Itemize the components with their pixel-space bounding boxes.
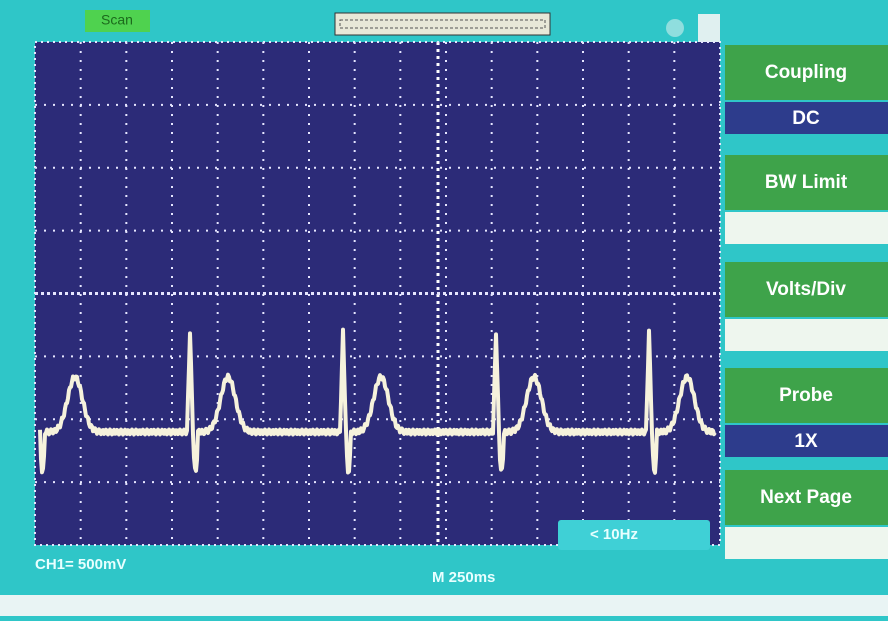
bottom-edge (0, 595, 888, 616)
trigger-text: < 10Hz (590, 526, 638, 543)
timebase-text: M 250ms (432, 569, 495, 586)
menu-value: 1X (794, 431, 818, 452)
menu-value: DC (792, 108, 820, 129)
mode-label: Scan (101, 12, 133, 28)
status-icon (698, 14, 720, 44)
menu-label: BW Limit (765, 172, 848, 193)
status-icon (666, 19, 684, 37)
page: Scan < 10Hz CH1= 500mV M 250ms Coupling D… (0, 0, 888, 616)
menu-value-box (725, 319, 888, 351)
menu-label: Coupling (765, 62, 847, 83)
menu-value-box (725, 527, 888, 559)
menu-label: Next Page (760, 487, 852, 508)
menu-label: Volts/Div (766, 279, 846, 300)
channel-text: CH1= 500mV (35, 556, 126, 573)
menu-value-box (725, 212, 888, 244)
menu-label: Probe (779, 385, 833, 406)
side-menu: Coupling DC BW Limit Volts/Div Probe 1X Next P… (725, 45, 888, 559)
memory-bar (335, 13, 550, 35)
oscilloscope: Scan < 10Hz CH1= 500mV M 250ms Coupling D… (0, 0, 888, 616)
